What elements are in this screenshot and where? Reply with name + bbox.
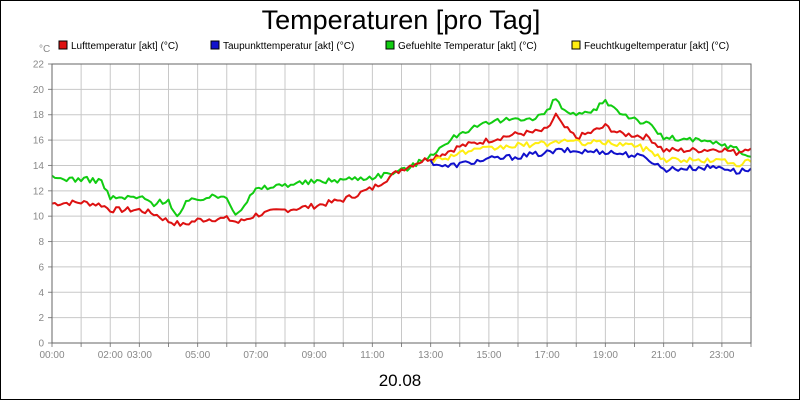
x-tick-label: 21:00 bbox=[651, 350, 676, 361]
y-tick-label: 14 bbox=[33, 161, 45, 172]
legend-swatch bbox=[571, 40, 581, 50]
plot-area bbox=[51, 63, 752, 344]
legend-entry-0: Lufttemperatur [akt] (°C) bbox=[71, 41, 178, 52]
legend-entry-1: Taupunkttemperatur [akt] (°C) bbox=[223, 41, 354, 52]
axis-ticks: 0 2 4 6 8 10 12 14 16 18 20 22 00:00 02:00 03:00 05:00 0… bbox=[33, 60, 752, 361]
x-tick-label: 19:00 bbox=[593, 350, 618, 361]
x-tick-label: 09:00 bbox=[302, 350, 327, 361]
y-tick-label: 4 bbox=[38, 288, 44, 299]
series-layer bbox=[51, 98, 752, 227]
y-tick-label: 6 bbox=[38, 262, 44, 273]
x-tick-label: 03:00 bbox=[127, 350, 152, 361]
x-tick-label: 13:00 bbox=[418, 350, 443, 361]
legend-swatch bbox=[210, 40, 220, 50]
series-line-3 bbox=[430, 138, 752, 168]
x-tick-label: 05:00 bbox=[185, 350, 210, 361]
y-tick-label: 18 bbox=[33, 110, 45, 121]
series-line-2 bbox=[51, 98, 752, 218]
x-tick-label: 11:00 bbox=[360, 350, 385, 361]
x-tick-label: 17:00 bbox=[535, 350, 560, 361]
legend: Lufttemperatur [akt] (°C) Taupunkttempera… bbox=[58, 40, 729, 52]
chart-title: Temperaturen [pro Tag] bbox=[262, 5, 541, 35]
y-tick-label: 16 bbox=[33, 136, 45, 147]
x-tick-label: 23:00 bbox=[709, 350, 734, 361]
y-tick-label: 0 bbox=[38, 339, 44, 350]
y-tick-label: 12 bbox=[33, 186, 45, 197]
x-tick-label: 07:00 bbox=[243, 350, 268, 361]
y-tick-label: 8 bbox=[38, 237, 44, 248]
x-tick-label: 00:00 bbox=[39, 350, 64, 361]
x-tick-label: 02:00 bbox=[98, 350, 123, 361]
y-tick-label: 2 bbox=[38, 313, 44, 324]
y-tick-label: 22 bbox=[33, 60, 45, 71]
series-line-1 bbox=[429, 146, 752, 175]
x-tick-label: 15:00 bbox=[476, 350, 501, 361]
date-label: 20.08 bbox=[379, 371, 422, 390]
y-tick-label: 20 bbox=[33, 85, 45, 96]
legend-entry-2: Gefuehlte Temperatur [akt] (°C) bbox=[398, 41, 537, 52]
legend-swatch bbox=[385, 40, 395, 50]
y-tick-label: 10 bbox=[33, 212, 45, 223]
series-line-0 bbox=[51, 112, 752, 227]
legend-entry-3: Feuchtkugeltemperatur [akt] (°C) bbox=[584, 41, 729, 52]
legend-swatch bbox=[58, 40, 68, 50]
y-axis-unit: °C bbox=[39, 44, 50, 55]
